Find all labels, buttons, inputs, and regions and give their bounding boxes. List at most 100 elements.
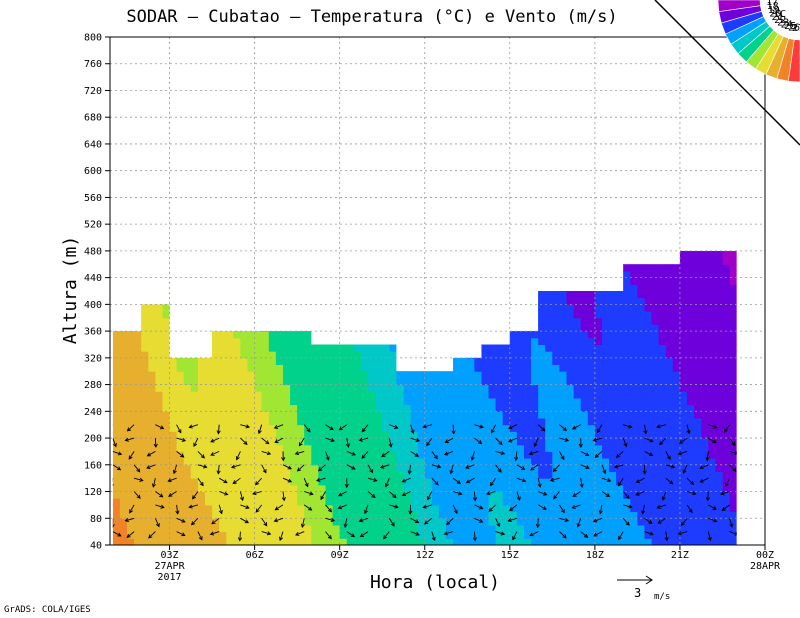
temperature-cell (474, 297, 482, 305)
temperature-cell (616, 504, 624, 513)
temperature-cell (254, 291, 263, 299)
temperature-cell (488, 391, 497, 399)
temperature-cell (134, 438, 142, 446)
temperature-cell (290, 344, 298, 352)
wind-arrow (537, 478, 542, 488)
temperature-cell (283, 297, 291, 305)
temperature-cell (141, 444, 149, 452)
temperature-cell (134, 364, 142, 372)
temperature-cell (524, 284, 532, 292)
temperature-cell (566, 424, 575, 432)
temperature-cell (304, 397, 312, 406)
temperature-cell (460, 284, 468, 292)
temperature-cell (297, 491, 305, 499)
temperature-cell (382, 538, 390, 546)
temperature-cell (127, 451, 135, 459)
temperature-cell (141, 364, 149, 372)
temperature-cell (290, 411, 298, 419)
temperature-cell (141, 458, 149, 466)
temperature-cell (672, 438, 681, 446)
temperature-cell (169, 404, 178, 412)
temperature-cell (729, 291, 737, 299)
temperature-cell (424, 431, 433, 439)
temperature-cell (169, 431, 178, 439)
wind-arrow (410, 451, 419, 457)
temperature-cell (169, 524, 178, 533)
wind-arrow (382, 531, 390, 540)
temperature-cell (332, 250, 341, 259)
temperature-cell (580, 538, 589, 546)
wind-arrow (126, 424, 135, 432)
wind-arrow (495, 518, 501, 528)
temperature-cell (119, 304, 128, 312)
temperature-cell (679, 357, 688, 365)
temperature-cell (644, 284, 653, 292)
temperature-cell (396, 337, 404, 345)
temperature-cell (616, 511, 624, 519)
temperature-cell (573, 270, 582, 279)
temperature-cell (410, 478, 419, 486)
temperature-cell (368, 451, 376, 459)
temperature-cell (715, 458, 723, 466)
temperature-cell (701, 337, 709, 345)
temperature-cell (112, 357, 121, 365)
temperature-cell (190, 324, 199, 332)
temperature-cell (460, 431, 468, 439)
temperature-cell (353, 438, 362, 446)
temperature-cell (651, 471, 660, 479)
temperature-cell (453, 257, 461, 265)
temperature-cell (119, 264, 128, 272)
temperature-cell (594, 431, 603, 439)
temperature-cell (524, 404, 532, 412)
y-tick-label: 680 (84, 113, 102, 124)
temperature-cell (318, 478, 326, 486)
temperature-cell (368, 284, 376, 292)
temperature-cell (729, 311, 737, 319)
wind-arrow (300, 518, 305, 529)
temperature-cell (446, 451, 454, 459)
temperature-cell (360, 397, 369, 406)
temperature-cell (290, 458, 298, 466)
temperature-cell (176, 351, 185, 359)
temperature-cell (559, 538, 567, 546)
temperature-cell (651, 277, 660, 285)
temperature-cell (708, 324, 716, 332)
wind-arrow (304, 491, 314, 496)
temperature-cell (148, 377, 156, 386)
temperature-cell (715, 411, 723, 419)
temperature-cell (290, 418, 298, 426)
temperature-cell (311, 264, 319, 272)
temperature-cell (637, 484, 645, 492)
temperature-cell (694, 257, 702, 265)
temperature-cell (297, 297, 305, 305)
temperature-cell (212, 464, 220, 472)
temperature-cell (552, 444, 560, 452)
temperature-cell (694, 471, 702, 479)
temperature-cell (616, 331, 624, 339)
temperature-cell (665, 444, 674, 452)
temperature-cell (247, 471, 256, 479)
temperature-cell (524, 264, 532, 272)
temperature-cell (509, 357, 518, 365)
temperature-cell (722, 511, 731, 519)
temperature-cell (297, 471, 305, 479)
temperature-cell (687, 404, 695, 412)
temperature-cell (438, 391, 447, 399)
temperature-cell (665, 344, 674, 352)
temperature-cell (219, 291, 227, 299)
temperature-cell (729, 411, 737, 419)
temperature-cell (368, 511, 376, 519)
temperature-cell (240, 304, 248, 312)
wind-arrow (124, 517, 135, 523)
temperature-cell (339, 524, 348, 533)
temperature-cell (197, 511, 206, 519)
temperature-cell (609, 311, 617, 319)
temperature-cell (368, 411, 376, 419)
temperature-cell (701, 377, 709, 386)
temperature-cell (268, 451, 277, 459)
temperature-cell (630, 277, 638, 285)
temperature-cell (672, 284, 681, 292)
temperature-cell (665, 504, 674, 513)
temperature-cell (587, 337, 596, 345)
temperature-cell (474, 344, 482, 352)
